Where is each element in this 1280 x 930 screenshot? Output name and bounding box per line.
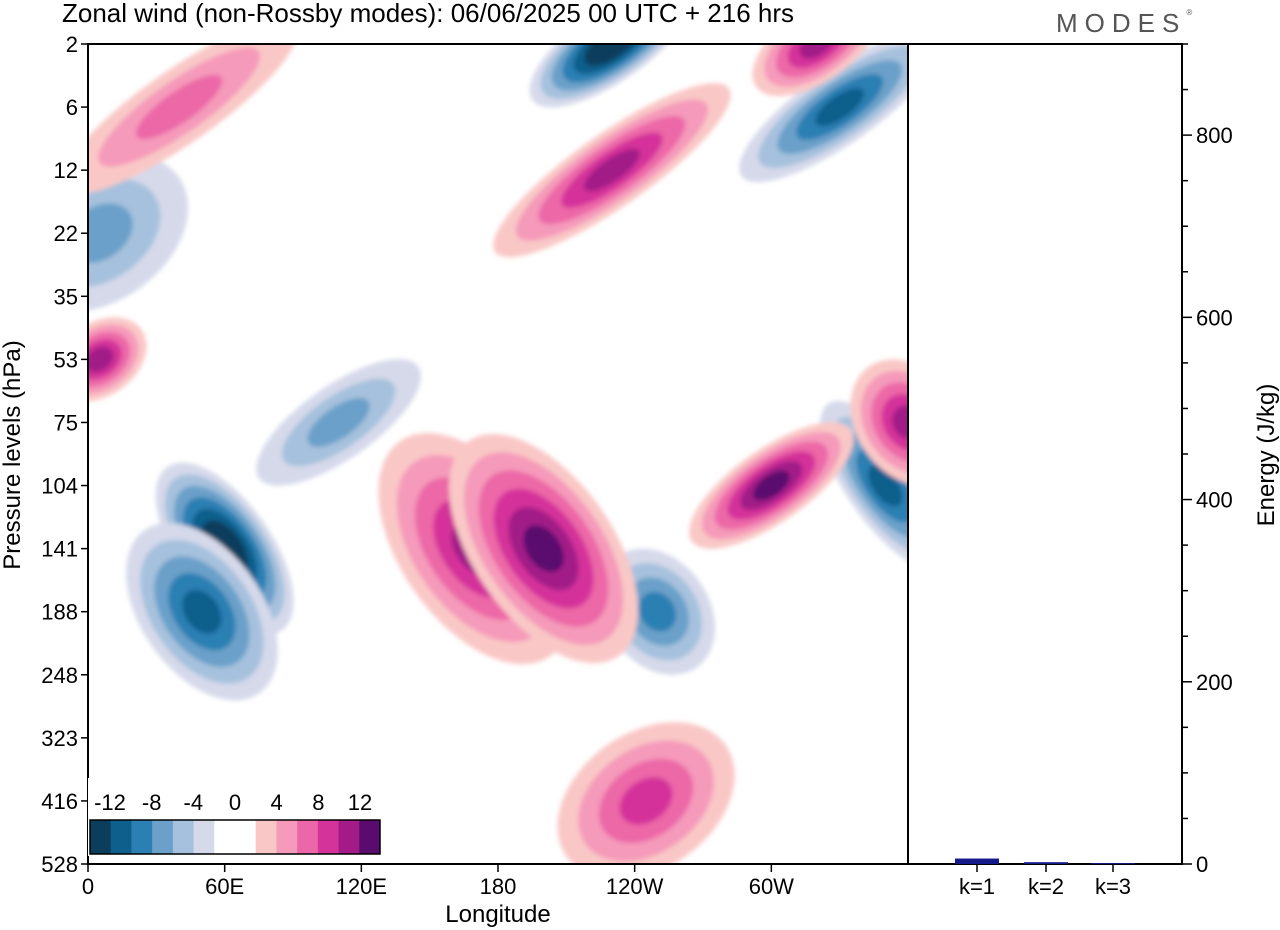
- y-tick-label: 6: [66, 95, 78, 120]
- energy-bar: [955, 858, 999, 864]
- energy-category-label: k=2: [1028, 874, 1064, 899]
- energy-bars: k=1 k=2 k=3: [955, 858, 1135, 899]
- westerly-contour: [753, 470, 790, 501]
- energy-panel-frame: [907, 43, 1183, 865]
- y-tick-label: 248: [41, 663, 78, 688]
- easterly-contour: [307, 398, 370, 447]
- heatmap-field: [88, 44, 908, 864]
- energy-axis: 0 200 400 600 800: [1182, 43, 1233, 877]
- easterly-contour: [638, 591, 677, 632]
- y-tick-label: 188: [41, 600, 78, 625]
- registered-mark: ®: [1186, 8, 1193, 17]
- energy-category-label: k=1: [959, 874, 995, 899]
- y-axis-title: Pressure levels (hPa): [0, 340, 26, 569]
- y-tick-label: 104: [41, 474, 78, 499]
- x-tick-label: 120E: [336, 874, 387, 899]
- easterly-contour: [88, 203, 133, 264]
- colorbar-swatch: [90, 820, 112, 854]
- energy-bar: [1024, 862, 1068, 864]
- westerly-contour: [619, 777, 673, 825]
- y-tick-label: 22: [54, 221, 78, 246]
- energy-tick-label: 800: [1196, 123, 1233, 148]
- easterly-contour: [182, 589, 222, 634]
- colorbar-label: 12: [348, 790, 372, 815]
- colorbar-swatch: [297, 820, 319, 854]
- x-tick-label: 0: [82, 874, 94, 899]
- westerly-contour: [892, 405, 908, 440]
- energy-tick-label: 0: [1196, 852, 1208, 877]
- easterly-contour: [868, 464, 903, 507]
- x-tick-label: 120W: [606, 874, 664, 899]
- y-tick-label: 12: [54, 158, 78, 183]
- colorbar-label: -8: [142, 790, 162, 815]
- colorbar-label: 0: [229, 790, 241, 815]
- colorbar-swatch: [317, 820, 340, 854]
- colorbar-swatch: [255, 820, 277, 854]
- colorbar-swatch: [338, 820, 360, 854]
- easterly-contour: [595, 44, 629, 58]
- colorbar-label: 8: [312, 790, 324, 815]
- colorbar-swatch: [276, 820, 298, 854]
- x-tick-label: 180: [480, 874, 517, 899]
- y-tick-label: 75: [54, 410, 78, 435]
- y-tick-label: 2: [66, 32, 78, 57]
- colorbar-label: 4: [271, 790, 283, 815]
- energy-tick-label: 600: [1196, 305, 1233, 330]
- colorbar-label: -12: [94, 790, 126, 815]
- energy-tick-label: 400: [1196, 488, 1233, 513]
- y-tick-label: 416: [41, 789, 78, 814]
- y-tick-label: 323: [41, 726, 78, 751]
- x-tick-label: 60W: [749, 874, 794, 899]
- brand-text: MODES: [1056, 8, 1187, 38]
- energy-category-label: k=3: [1095, 874, 1131, 899]
- colorbar-label: -4: [184, 790, 204, 815]
- colorbar-swatch: [359, 820, 381, 854]
- colorbar-frame: [89, 819, 381, 855]
- y-tick-label: 528: [41, 852, 78, 877]
- brand-logo: MODES®: [1056, 8, 1192, 39]
- colorbar-swatch: [131, 820, 153, 854]
- x-axis-title: Longitude: [445, 901, 550, 928]
- y-axis: 2 6 12 22 35 53 75 104 141 188 248 323 416 528: [41, 32, 88, 877]
- colorbar-swatch: [193, 820, 215, 854]
- colorbar: -12 -8 -4 0 4 8 12: [88, 778, 382, 856]
- energy-axis-title: Energy (J/kg): [1253, 384, 1280, 527]
- colorbar-swatch: [235, 820, 257, 854]
- chart-title: Zonal wind (non-Rossby modes): 06/06/202…: [62, 0, 794, 28]
- westerly-contour: [523, 525, 564, 572]
- energy-bar: [1091, 863, 1135, 865]
- easterly-contour: [815, 88, 865, 127]
- x-axis: 0 60E 120E 180 120W 60W: [82, 864, 794, 899]
- westerly-contour: [88, 346, 114, 373]
- colorbar-swatch: [214, 820, 236, 854]
- y-tick-label: 53: [54, 347, 78, 372]
- colorbar-swatch: [172, 820, 195, 854]
- energy-tick-label: 200: [1196, 670, 1233, 695]
- y-tick-label: 35: [54, 284, 78, 309]
- colorbar-swatch: [152, 820, 174, 854]
- x-tick-label: 60E: [205, 874, 244, 899]
- westerly-contour: [583, 148, 640, 192]
- westerly-contour: [135, 74, 223, 140]
- y-tick-label: 141: [41, 537, 78, 562]
- colorbar-swatch: [110, 820, 132, 854]
